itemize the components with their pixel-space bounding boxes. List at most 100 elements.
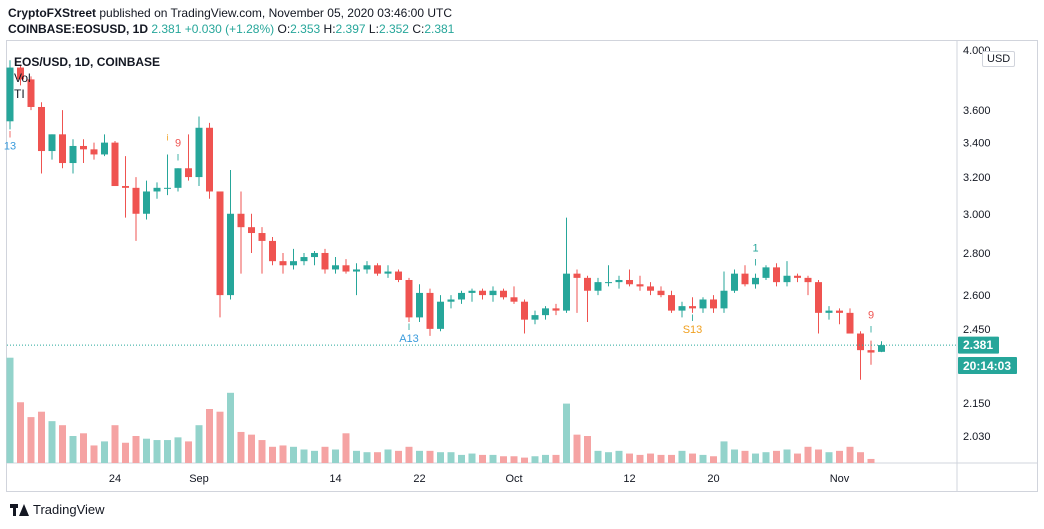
tradingview-footer[interactable]: TradingView xyxy=(10,502,105,517)
candle-body xyxy=(174,168,182,188)
candle-body xyxy=(258,233,266,241)
candle-body xyxy=(90,149,98,155)
countdown-badge: 20:14:03 xyxy=(958,357,1017,374)
td-marker-label: A13 xyxy=(399,333,419,345)
volume-bar xyxy=(836,450,843,463)
candle-body xyxy=(38,106,45,152)
ohlc-line: COINBASE:EOSUSD, 1D 2.381 +0.030 (+1.28%… xyxy=(8,21,454,37)
countdown-badge-text: 20:14:03 xyxy=(963,359,1011,373)
volume-bar xyxy=(101,441,108,463)
publisher-name[interactable]: CryptoFXStreet xyxy=(8,6,97,20)
open-value: 2.353 xyxy=(290,22,321,36)
candle-body xyxy=(542,308,549,316)
volume-bar xyxy=(657,454,665,463)
volume-bar xyxy=(500,456,507,463)
candle-body xyxy=(479,290,486,296)
candle-body xyxy=(164,187,171,189)
td-marker-label: 1 xyxy=(752,243,758,255)
candle-body xyxy=(416,292,423,318)
time-tick-label: Sep xyxy=(189,473,209,485)
candle xyxy=(573,269,581,313)
candle xyxy=(279,252,287,274)
candle xyxy=(27,76,35,111)
candle-body xyxy=(248,227,255,234)
volume-bar xyxy=(363,452,371,463)
time-tick-label: Oct xyxy=(505,473,522,485)
td-marker-label: I xyxy=(870,325,873,335)
volume-bar xyxy=(332,449,339,463)
price-tick-label: 2.450 xyxy=(963,324,991,336)
candle xyxy=(878,341,885,353)
volume-bar xyxy=(290,446,297,463)
candle xyxy=(395,269,402,283)
candle xyxy=(90,142,98,160)
volume-bar xyxy=(552,454,560,463)
volume-bar xyxy=(80,433,87,463)
candle xyxy=(626,269,633,287)
currency-button[interactable]: USD xyxy=(982,51,1016,67)
candle xyxy=(510,286,518,304)
candle-body xyxy=(783,275,791,283)
volume-bar xyxy=(216,411,224,463)
candle-body xyxy=(647,286,654,291)
candle-body xyxy=(720,290,728,309)
candle xyxy=(374,263,381,276)
candle xyxy=(468,288,476,302)
candle-body xyxy=(290,261,297,266)
price-axis-labels: 4.0003.6003.4003.2003.0002.8002.6002.450… xyxy=(963,45,991,443)
candle xyxy=(689,297,696,313)
candle-body xyxy=(269,240,276,262)
candle xyxy=(815,279,822,334)
volume-bar xyxy=(342,433,350,463)
candle-body xyxy=(321,252,329,270)
chart-frame xyxy=(6,40,1038,492)
candle xyxy=(584,275,591,322)
volume-bar xyxy=(584,436,591,463)
candle-body xyxy=(594,282,602,291)
volume-bar xyxy=(783,449,791,463)
candle-body xyxy=(573,273,581,278)
legend-ti[interactable]: TI xyxy=(14,87,25,101)
td-marker-label: I xyxy=(177,152,180,162)
volume-bar xyxy=(143,438,150,463)
candle-body xyxy=(857,333,864,351)
volume-bar xyxy=(185,441,192,463)
candle-body xyxy=(332,265,339,270)
low-value: 2.352 xyxy=(378,22,409,36)
tradingview-brand: TradingView xyxy=(33,502,105,517)
volume-bar xyxy=(206,409,213,463)
candle xyxy=(594,277,602,296)
volume-bar xyxy=(164,440,171,463)
tradingview-logo-icon xyxy=(10,503,29,516)
volume-bar xyxy=(542,454,549,463)
volume-bar xyxy=(405,446,413,463)
candle xyxy=(342,259,350,274)
candle xyxy=(521,299,528,334)
candle-body xyxy=(836,310,843,313)
volume-bar xyxy=(605,452,612,463)
volume-bar xyxy=(437,452,444,463)
volume-bar xyxy=(626,453,633,463)
td-marker-label: 9 xyxy=(175,137,181,149)
candle-body xyxy=(825,310,833,313)
candle-body xyxy=(626,279,633,285)
td-marker-label: 13 xyxy=(4,140,16,152)
candle xyxy=(857,331,864,380)
candle xyxy=(101,134,108,157)
candle xyxy=(80,139,87,164)
price-badge-text: 2.381 xyxy=(963,338,993,352)
volume-bar xyxy=(426,450,434,463)
candle-body xyxy=(395,271,402,280)
volume-bar xyxy=(300,449,308,463)
candle-body xyxy=(657,290,665,296)
volume-bar xyxy=(237,431,245,463)
time-tick-label: 22 xyxy=(413,473,425,485)
price-tick-label: 2.600 xyxy=(963,290,991,302)
publish-line: CryptoFXStreet published on TradingView.… xyxy=(8,5,452,21)
volume-bar xyxy=(38,411,45,463)
candle xyxy=(636,275,644,291)
candle-body xyxy=(195,127,203,178)
volume-bar xyxy=(374,452,381,463)
legend-volume[interactable]: Vol xyxy=(14,71,31,85)
